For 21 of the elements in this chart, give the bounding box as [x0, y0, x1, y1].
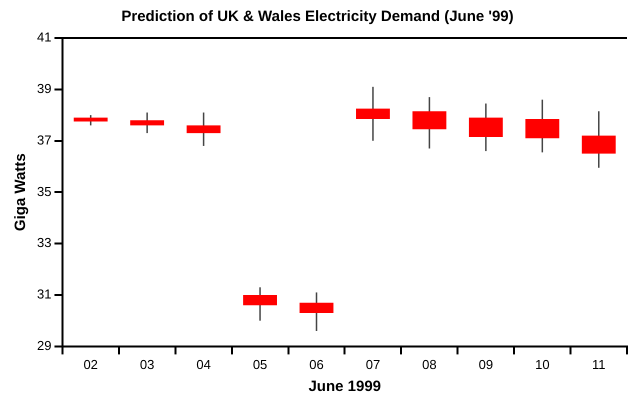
y-tick-label: 33 — [36, 235, 52, 250]
y-tick-label: 29 — [36, 338, 52, 353]
x-tick-label: 09 — [478, 356, 494, 372]
x-tick-label: 02 — [83, 356, 98, 372]
y-tick-label: 35 — [36, 184, 52, 199]
x-tick-label: 03 — [140, 356, 154, 372]
x-tick-label: 10 — [535, 356, 550, 372]
x-tick-label: 06 — [309, 356, 324, 372]
x-tick-label: 07 — [366, 356, 380, 372]
chart-title: Prediction of UK & Wales Electricity Demand (June '99) — [121, 8, 514, 26]
y-tick-label: 41 — [36, 30, 52, 45]
x-tick-label: 08 — [422, 356, 437, 372]
x-axis-title: June 1999 — [308, 378, 382, 396]
y-axis-title: Giga Watts — [12, 153, 30, 232]
candlestick — [130, 112, 164, 134]
x-tick-label: 11 — [592, 356, 606, 372]
x-tick-label: 05 — [252, 356, 268, 372]
y-tick-label: 37 — [36, 132, 52, 148]
y-tick-label: 39 — [36, 80, 52, 96]
y-tick-label: 31 — [36, 286, 52, 302]
x-tick-label: 04 — [196, 356, 211, 372]
